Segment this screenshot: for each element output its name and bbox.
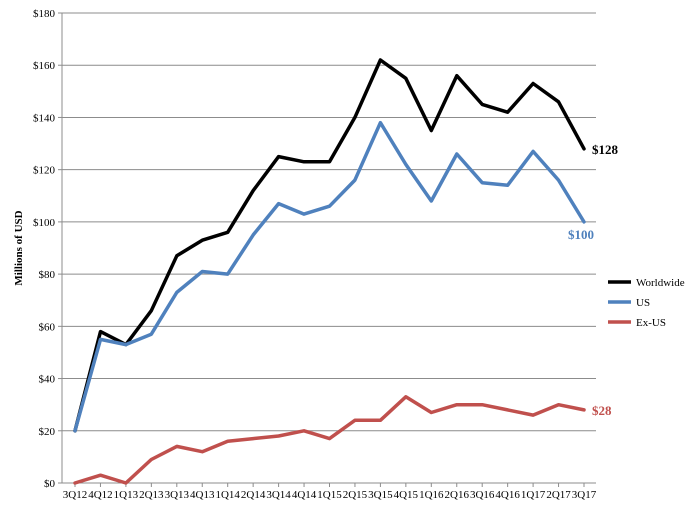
y-tick-labels: $0 $20 $40 $60 $80 $100 $120 $140 $160 $180 — [33, 8, 56, 490]
x-tick-label: 4Q12 — [88, 489, 112, 501]
x-tick-label: 3Q15 — [368, 489, 393, 501]
end-label-worldwide: $128 — [592, 142, 619, 157]
legend-label: US — [636, 297, 650, 309]
x-tick-label: 1Q14 — [215, 489, 240, 501]
y-tick-label: $40 — [39, 374, 56, 386]
x-tick-label: 4Q14 — [292, 489, 317, 501]
x-tick-label: 4Q16 — [495, 489, 520, 501]
series-lines — [73, 58, 586, 485]
y-tick-label: $0 — [44, 478, 56, 490]
x-tick-label: 3Q17 — [572, 489, 597, 501]
x-tick-label: 2Q14 — [241, 489, 266, 501]
series-line-worldwide — [73, 58, 586, 433]
x-tick-label: 3Q16 — [470, 489, 495, 501]
x-tick-label: 3Q14 — [266, 489, 291, 501]
x-tick-label: 3Q13 — [165, 489, 190, 501]
x-tick-label: 4Q13 — [190, 489, 215, 501]
y-tick-label: $20 — [39, 426, 56, 438]
x-tick-labels: 3Q12 4Q12 1Q13 2Q13 3Q13 4Q13 1Q14 2Q14 3Q14 4Q14… — [63, 489, 597, 501]
gridlines — [62, 12, 596, 432]
y-tick-label: $140 — [33, 112, 56, 124]
x-tick-label: 1Q16 — [419, 489, 444, 501]
legend: Worldwide US Ex-US — [608, 277, 685, 329]
x-tick-label: 2Q13 — [139, 489, 164, 501]
y-tick-label: $120 — [33, 165, 56, 177]
x-tick-label: 1Q13 — [114, 489, 139, 501]
x-tick-label: 2Q17 — [546, 489, 571, 501]
series-line-ex-us — [73, 395, 586, 485]
x-tick-label: 2Q15 — [343, 489, 368, 501]
y-tick-label: $60 — [39, 321, 56, 333]
legend-label: Ex-US — [636, 317, 666, 329]
x-tick-label: 2Q16 — [445, 489, 470, 501]
y-axis-label: Millions of USD — [13, 210, 25, 285]
x-tick-label: 4Q15 — [394, 489, 419, 501]
x-tick-label: 1Q17 — [521, 489, 546, 501]
y-tick-label: $100 — [33, 217, 56, 229]
end-label-ex-us: $28 — [592, 403, 612, 418]
y-tick-label: $180 — [33, 8, 56, 20]
series-line-us — [73, 120, 586, 433]
x-tick-label: 1Q15 — [317, 489, 342, 501]
y-tick-label: $160 — [33, 60, 56, 72]
end-label-us: $100 — [568, 227, 594, 242]
axes — [58, 12, 596, 487]
y-tick-label: $80 — [39, 269, 56, 281]
legend-label: Worldwide — [636, 277, 685, 289]
x-tick-label: 3Q12 — [63, 489, 87, 501]
end-labels: $128 $100 $28 — [568, 142, 619, 418]
